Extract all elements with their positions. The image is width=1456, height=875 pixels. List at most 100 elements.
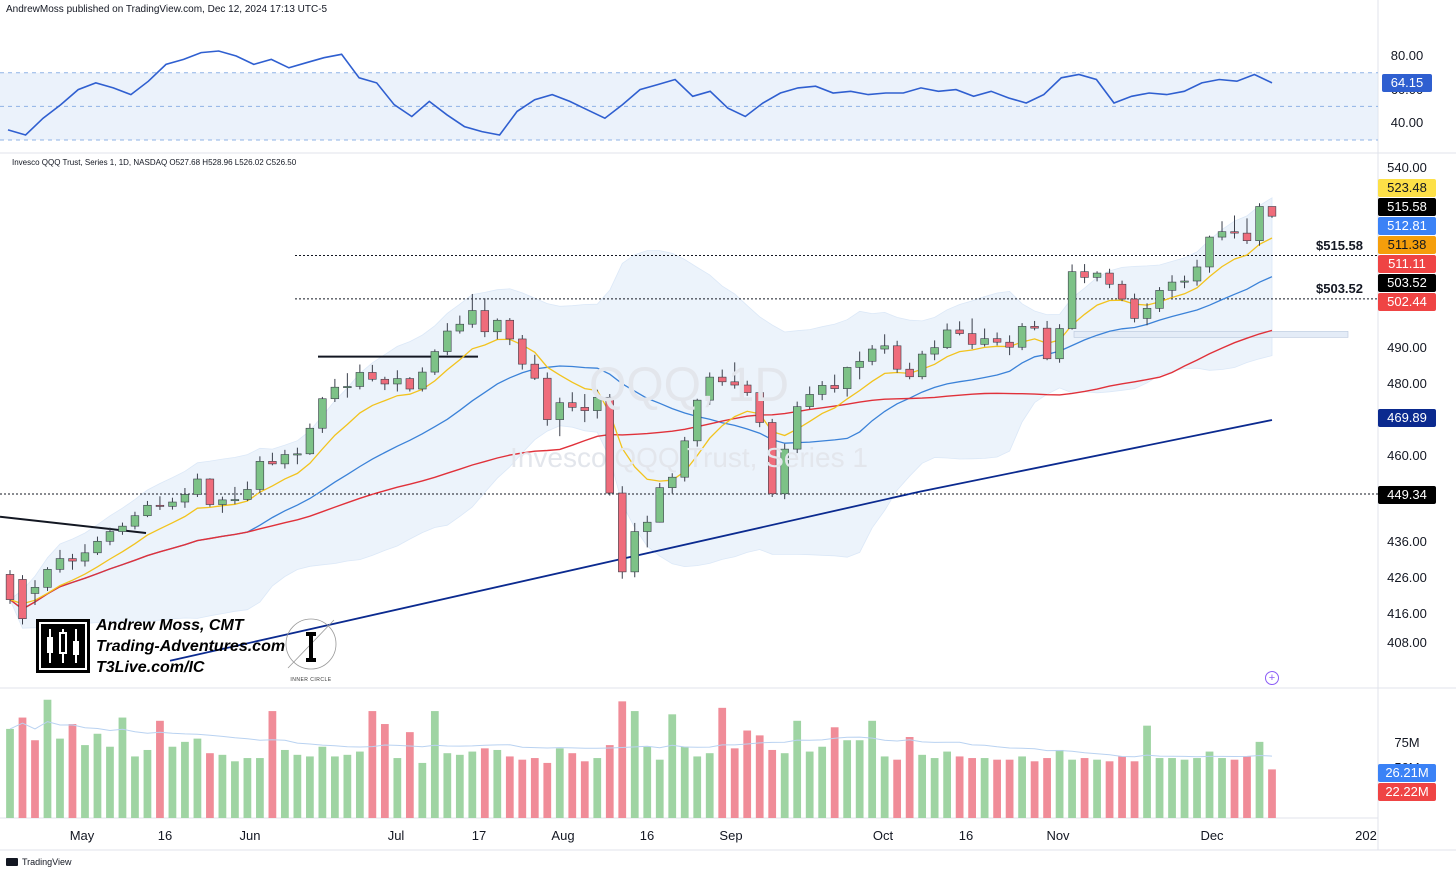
volume-bar (1118, 756, 1126, 818)
volume-badge: 26.21M (1378, 764, 1436, 782)
volume-bar (18, 717, 27, 818)
author-link[interactable]: T3Live.com/IC (96, 659, 205, 676)
candle-body (443, 330, 452, 352)
candle-body (605, 396, 614, 494)
candle-body (855, 360, 864, 368)
add-indicator-icon[interactable]: + (1265, 671, 1279, 685)
time-axis-tick: 17 (471, 828, 487, 843)
volume-bar (330, 756, 339, 818)
candle-body (942, 329, 952, 348)
candle-body (1155, 290, 1164, 309)
candle-body (768, 422, 777, 495)
price-axis-tick: 480.00 (1387, 375, 1427, 391)
volume-bar (930, 758, 939, 818)
time-axis-tick: Sep (719, 828, 743, 843)
level-label: $503.52 (1316, 280, 1363, 296)
tradingview-logo-icon (6, 858, 18, 866)
candle-body (680, 440, 689, 478)
candle-body (368, 372, 377, 380)
price-badge: 502.44 (1378, 293, 1436, 311)
candle-body (130, 515, 140, 527)
candle-body (1255, 206, 1264, 241)
volume-bar (980, 758, 989, 818)
volume-axis-tick: 75M (1394, 734, 1420, 750)
candle-body (68, 558, 77, 562)
time-axis-tick: Nov (1046, 828, 1070, 843)
volume-bar (380, 724, 389, 818)
volume-bar (81, 745, 89, 818)
candle-body (1167, 281, 1177, 291)
volume-ma-line (9, 721, 1273, 758)
volume-bar (1018, 756, 1026, 818)
volume-bar (281, 749, 289, 818)
candle-body (530, 363, 539, 379)
price-badge: 523.48 (1378, 179, 1436, 197)
time-axis-tick: 16 (958, 828, 974, 843)
volume-bar (1030, 761, 1039, 818)
volume-bar (43, 699, 52, 818)
candle-body (1230, 231, 1239, 234)
candle-body (380, 378, 390, 385)
price-badge: 512.81 (1378, 217, 1436, 235)
volume-bar (1055, 749, 1064, 818)
volume-bar (955, 756, 964, 818)
volume-bar (693, 756, 702, 818)
candle-body (43, 569, 52, 588)
candle-body (280, 454, 290, 465)
candle-body (318, 398, 327, 429)
candle-body (218, 499, 227, 505)
volume-bar (168, 746, 177, 818)
price-badge: 511.38 (1378, 236, 1436, 254)
candle-body (730, 381, 739, 386)
volume-bar (418, 762, 427, 818)
candle-body (468, 310, 477, 325)
candle-body (705, 376, 714, 401)
volume-bar (1218, 758, 1226, 818)
candle-body (293, 453, 302, 456)
volume-bar (218, 754, 227, 818)
time-axis-tick: Jul (387, 828, 405, 843)
candle-body (268, 461, 277, 465)
rsi-axis-tick: 40.00 (1390, 115, 1424, 131)
sma50-line (9, 329, 1273, 610)
candle-body (743, 384, 752, 393)
volume-bar (405, 732, 414, 818)
candle-body (455, 323, 464, 332)
volume-bar (1230, 759, 1239, 818)
tradingview-brand-text: TradingView (22, 857, 72, 867)
candle-logo-icon (39, 622, 87, 670)
candle-logo (36, 619, 90, 673)
volume-bar (618, 701, 627, 818)
time-axis-tick: Jun (239, 828, 261, 843)
volume-bar (805, 751, 814, 818)
author-name: Andrew Moss, CMT (96, 617, 244, 634)
volume-bar (293, 754, 302, 818)
candle-body (905, 368, 914, 378)
price-axis-tick: 460.00 (1387, 447, 1427, 463)
volume-bar (193, 738, 202, 818)
inner-circle-icon (285, 618, 337, 670)
volume-bar (780, 753, 789, 818)
tradingview-brand[interactable]: TradingView (6, 857, 72, 867)
volume-bar (181, 741, 189, 818)
candle-body (1055, 328, 1064, 360)
volume-bar (156, 720, 164, 818)
candle-body (818, 385, 827, 395)
rsi-value-badge: 64.15 (1382, 73, 1432, 92)
price-axis-tick: 490.00 (1387, 339, 1427, 355)
candle-body (18, 579, 27, 619)
author-site[interactable]: Trading-Adventures.com (96, 638, 286, 655)
volume-bar (830, 727, 839, 818)
candle-body (842, 367, 852, 389)
symbol-info: Invesco QQQ Trust, Series 1, 1D, NASDAQ … (12, 158, 297, 167)
candle-body (505, 319, 514, 340)
candle-body (518, 338, 527, 365)
volume-bar (593, 758, 602, 818)
volume-bar (893, 759, 902, 818)
price-badge: 515.58 (1378, 198, 1436, 216)
volume-bar (393, 758, 402, 818)
candle-body (1242, 232, 1252, 241)
candle-body (1005, 341, 1014, 348)
